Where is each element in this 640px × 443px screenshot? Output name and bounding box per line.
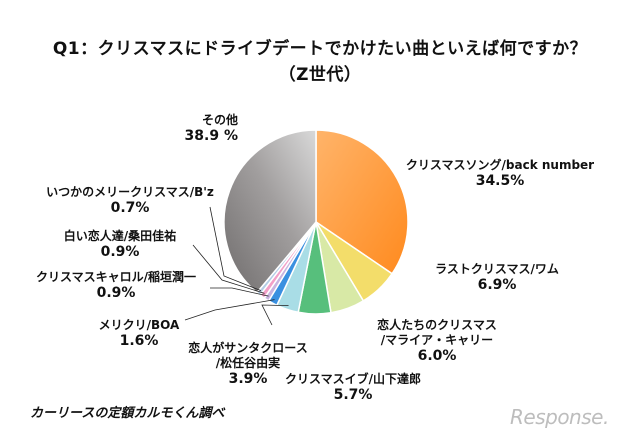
label-mariah-name-1: 恋人たちのクリスマス xyxy=(377,318,497,332)
label-boa-value: 1.6% xyxy=(119,333,159,349)
label-kuwata-name: 白い恋人達/桑田佳祐 xyxy=(63,229,177,243)
label-inagaki-name: クリスマスキャロル/稲垣潤一 xyxy=(35,270,197,284)
label-mariah-value: 6.0% xyxy=(417,348,457,364)
label-mariah-name-2: /マライア・キャリー xyxy=(380,333,494,347)
label-wham: ラストクリスマス/ワム 6.9% xyxy=(432,262,562,294)
response-logo: Response. xyxy=(510,405,609,429)
label-back-number-value: 34.5% xyxy=(475,173,525,189)
label-mariah: 恋人たちのクリスマス /マライア・キャリー 6.0% xyxy=(362,318,512,365)
label-yamashita: クリスマスイブ/山下達郎 5.7% xyxy=(278,372,428,404)
label-matsutoya-name-2: /松任谷由実 xyxy=(215,356,281,370)
label-inagaki-value: 0.9% xyxy=(96,285,136,301)
label-other-name: その他 xyxy=(201,113,238,127)
leader-lines xyxy=(184,206,289,326)
label-matsutoya-name-1: 恋人がサンタクロース xyxy=(188,341,308,355)
leader-line-inagaki xyxy=(210,287,269,297)
leader-line-boa xyxy=(184,299,275,321)
label-kuwata: 白い恋人達/桑田佳祐 0.9% xyxy=(50,229,190,261)
label-bz-value: 0.7% xyxy=(110,200,150,216)
label-other: その他 38.9 % xyxy=(148,113,238,145)
chart-subtitle: （Z世代） xyxy=(278,65,362,85)
label-bz: いつかのメリークリスマス/B'z 0.7% xyxy=(35,185,225,217)
label-boa-name: メリクリ/BOA xyxy=(98,318,180,332)
label-bz-name: いつかのメリークリスマス/B'z xyxy=(46,185,214,199)
label-back-number-name: クリスマスソング/back number xyxy=(405,158,595,172)
pie-slice-other xyxy=(223,129,317,294)
label-wham-name: ラストクリスマス/ワム xyxy=(435,262,559,276)
leader-line-matsutoya xyxy=(261,304,289,326)
label-matsutoya: 恋人がサンタクロース /松任谷由実 3.9% xyxy=(178,341,318,388)
label-boa: メリクリ/BOA 1.6% xyxy=(84,318,194,350)
label-inagaki: クリスマスキャロル/稲垣潤一 0.9% xyxy=(26,270,206,302)
label-kuwata-value: 0.9% xyxy=(100,244,140,260)
pie-slices xyxy=(223,129,409,315)
label-wham-value: 6.9% xyxy=(477,277,517,293)
label-yamashita-value: 5.7% xyxy=(333,387,373,403)
pie-slice-back-number xyxy=(315,129,409,275)
label-matsutoya-value: 3.9% xyxy=(228,371,268,387)
chart-title: Q1：クリスマスにドライブデートでかけたい曲といえば何ですか？ xyxy=(52,39,588,59)
leader-line-bz xyxy=(209,206,262,292)
label-back-number: クリスマスソング/back number 34.5% xyxy=(400,158,600,190)
label-yamashita-name: クリスマスイブ/山下達郎 xyxy=(284,372,422,386)
source-note: カーリースの定額カルモくん調べ xyxy=(30,406,225,421)
leader-line-kuwata xyxy=(192,244,265,294)
label-other-value: 38.9 % xyxy=(184,128,238,144)
